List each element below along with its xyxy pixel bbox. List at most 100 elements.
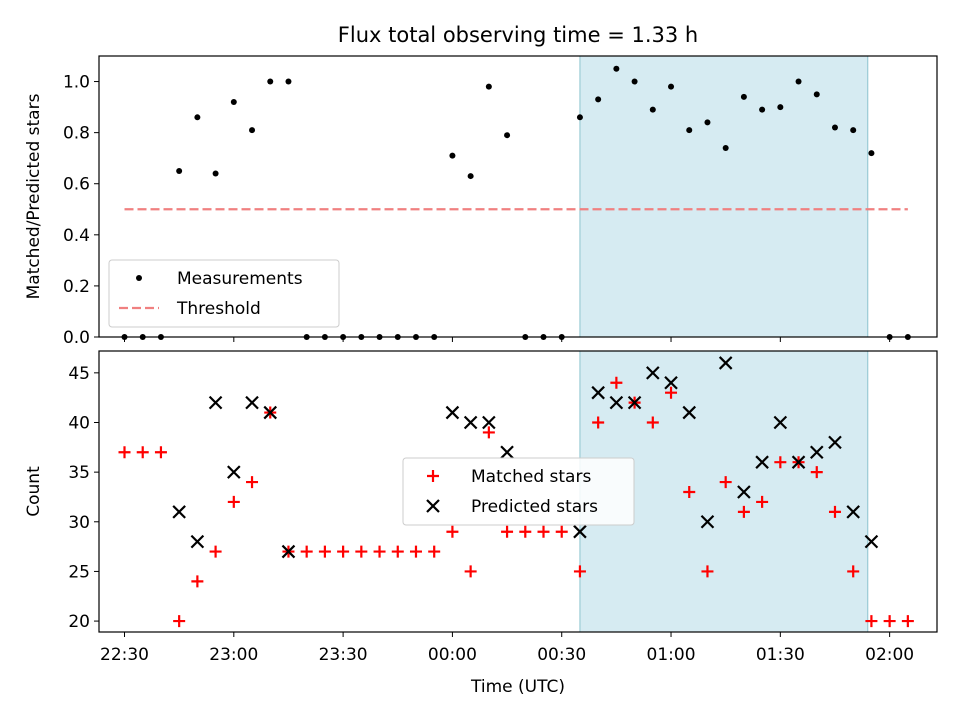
measurement-point (176, 167, 183, 174)
measurement-point (795, 78, 802, 85)
predicted-point (828, 435, 842, 450)
matched-point (719, 476, 732, 489)
y-axis-label: Count (24, 466, 44, 517)
measurement-point (230, 98, 237, 105)
y-tick-label: 0.2 (63, 277, 90, 297)
measurement-point (613, 65, 620, 72)
matched-point (337, 545, 350, 558)
matched-point (756, 495, 769, 508)
count-panel: 20 25 30 35 40 45 22:30 23:00 23:30 00:00 00:30 01:… (24, 350, 938, 697)
predicted-point (737, 485, 751, 499)
measurement-point (631, 78, 638, 85)
legend-label: Threshold (176, 299, 261, 319)
predicted-point (700, 515, 715, 529)
predicted-point (646, 366, 660, 380)
predicted-point (609, 395, 624, 410)
matched-point (501, 525, 514, 538)
matched-point (173, 615, 186, 628)
legend-label: Matched stars (471, 467, 591, 487)
y-tick-label: 0.4 (63, 226, 90, 246)
measurement-point (285, 78, 292, 85)
measurement-point (813, 91, 820, 98)
measurement-point (595, 96, 602, 103)
matched-point (446, 525, 459, 538)
matched-point (683, 485, 696, 498)
matched-point (519, 525, 532, 538)
matched-point (592, 416, 605, 429)
matched-point (847, 565, 860, 578)
x-tick-label: 23:00 (209, 645, 258, 665)
matched-point (373, 545, 386, 558)
ratio-panel: 0.0 0.2 0.4 0.6 0.8 1.0 Matched/Predicted star… (24, 55, 938, 348)
measurement-point (267, 78, 274, 85)
matched-point (537, 525, 550, 538)
measurement-point (668, 83, 675, 90)
measurement-point (194, 114, 201, 121)
y-tick-label: 0.6 (63, 175, 90, 195)
measurement-point (831, 124, 838, 131)
matched-point (573, 565, 586, 578)
predicted-point (791, 455, 806, 469)
predicted-point (682, 405, 697, 420)
x-tick-label: 01:30 (756, 645, 805, 665)
predicted-point (846, 505, 860, 519)
measurement-point (759, 106, 766, 113)
predicted-point (718, 356, 733, 370)
predicted-point (281, 544, 296, 559)
matched-point (737, 505, 750, 518)
matched-point (665, 386, 678, 399)
matched-point (901, 615, 914, 628)
x-tick-label: 00:00 (428, 645, 477, 665)
legend-label: Predicted stars (471, 497, 598, 517)
predicted-point (809, 445, 824, 460)
measurement-point (576, 114, 583, 121)
x-axis-label: Time (UTC) (470, 677, 565, 697)
axes-frame (98, 350, 938, 633)
legend-predicted-swatch (426, 499, 440, 513)
y-tick-label: 1.0 (63, 73, 90, 93)
y-tick-label: 25 (68, 562, 90, 582)
predicted-point (627, 395, 642, 410)
measurement-point (485, 83, 492, 90)
matched-point (646, 416, 659, 429)
matched-point (246, 476, 259, 489)
predicted-point (591, 385, 605, 400)
chart-title: Flux total observing time = 1.33 h (338, 23, 698, 47)
observing-window-span (579, 55, 869, 338)
y-axis-label: Matched/Predicted stars (24, 93, 44, 299)
matched-point (355, 545, 368, 558)
y-tick-label: 30 (68, 513, 90, 533)
measurement-point (868, 150, 875, 157)
measurement-point (722, 144, 729, 151)
axes-frame (98, 55, 938, 338)
matched-point (883, 615, 896, 628)
legend: Matched stars Predicted stars (402, 457, 635, 526)
matched-point (774, 456, 787, 469)
measurement-point (740, 93, 747, 100)
matched-point (227, 495, 240, 508)
matched-point (810, 466, 823, 479)
matched-point (865, 615, 878, 628)
predicted-point (573, 524, 587, 539)
legend-box (402, 457, 635, 526)
matched-point (154, 446, 167, 459)
predicted-point (864, 534, 879, 549)
matched-point (610, 376, 623, 389)
x-tick-label: 01:00 (647, 645, 696, 665)
matched-point (118, 446, 131, 459)
matched-point (701, 565, 714, 578)
x-tick-label: 00:30 (537, 645, 586, 665)
matched-point (482, 426, 495, 439)
y-tick-label: 40 (68, 413, 90, 433)
x-tick-label: 22:30 (100, 645, 149, 665)
legend: Measurements Threshold (108, 259, 340, 328)
matched-point (136, 446, 149, 459)
predicted-point (190, 534, 205, 549)
predicted-point (773, 415, 788, 430)
matched-point (464, 565, 477, 578)
matched-point (428, 545, 441, 558)
predicted-point (263, 405, 278, 420)
legend-measurement-swatch (136, 275, 142, 281)
y-tick-label: 0.0 (63, 328, 90, 348)
